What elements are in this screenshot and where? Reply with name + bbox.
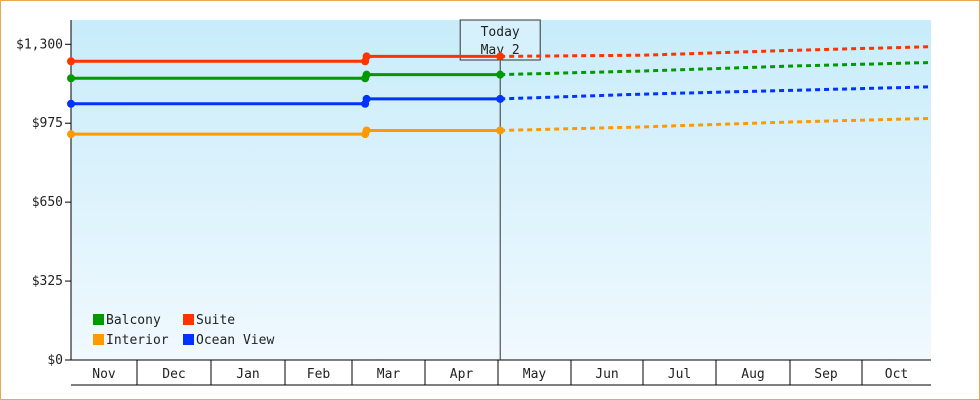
data-point: [362, 94, 371, 103]
series-balcony: [67, 61, 932, 83]
legend-label: Suite: [196, 313, 235, 328]
today-marker: Today May 2: [459, 19, 541, 360]
data-point: [362, 70, 371, 79]
legend-swatch: [183, 314, 194, 325]
series-ocean-view: [67, 85, 932, 108]
month-label: Dec: [162, 367, 185, 382]
data-point: [67, 130, 75, 139]
series-suite: [67, 45, 932, 66]
y-tick-label: $0: [47, 353, 63, 368]
forecast-line: [500, 61, 932, 77]
y-axis: $0 $325 $650 $975 $1,300: [16, 20, 72, 368]
data-point: [496, 126, 505, 135]
month-label: Jan: [236, 367, 259, 382]
data-point: [362, 126, 371, 135]
legend-swatch: [93, 334, 104, 345]
legend-label: Ocean View: [196, 333, 274, 348]
y-tick-label: $325: [32, 274, 63, 289]
data-point: [67, 99, 75, 108]
series-lines: [67, 45, 932, 139]
forecast-line: [500, 116, 932, 132]
legend-swatch: [93, 314, 104, 325]
legend-item: Balcony: [93, 313, 161, 328]
month-label: Oct: [885, 367, 908, 382]
legend-label: Interior: [106, 333, 169, 348]
legend-label: Balcony: [106, 313, 161, 328]
month-label: Feb: [307, 367, 331, 382]
legend-swatch: [183, 334, 194, 345]
y-tick-label: $975: [32, 116, 63, 131]
forecast-line: [500, 85, 932, 101]
legend: Balcony Suite Interior Ocean View: [93, 313, 274, 348]
data-point: [67, 57, 75, 66]
month-label: Apr: [450, 367, 474, 382]
data-point: [496, 94, 505, 103]
today-label: Today: [481, 25, 520, 40]
legend-item: Ocean View: [183, 333, 274, 348]
data-point: [67, 74, 75, 83]
month-label: May: [523, 367, 547, 382]
month-label: Aug: [741, 367, 764, 382]
data-point: [362, 52, 371, 61]
forecast-line: [500, 45, 932, 58]
legend-item: Suite: [183, 313, 235, 328]
y-tick-label: $1,300: [16, 37, 63, 52]
month-label: Nov: [92, 367, 116, 382]
month-label: Jul: [668, 367, 691, 382]
month-label: Sep: [814, 367, 838, 382]
series-interior: [67, 116, 932, 139]
month-label: Mar: [377, 367, 401, 382]
data-point: [496, 70, 505, 79]
x-axis: Nov Dec Jan Feb Mar Apr May Jun Jul Aug Sep Oct: [71, 359, 931, 386]
today-date: May 2: [481, 43, 520, 58]
y-tick-label: $650: [32, 195, 63, 210]
month-label: Jun: [595, 367, 618, 382]
legend-item: Interior: [93, 333, 169, 348]
data-point: [496, 52, 505, 61]
